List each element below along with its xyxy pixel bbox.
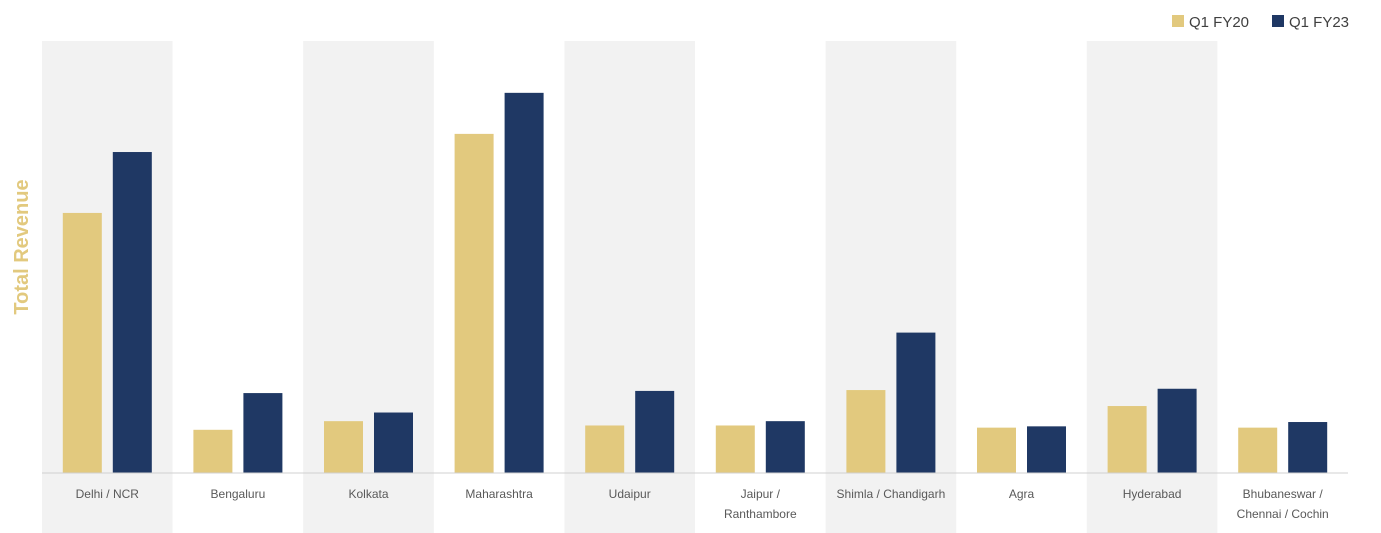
bar-q1-fy23: [504, 92, 544, 473]
bar-q1-fy23: [896, 332, 936, 473]
x-tick-labels: Delhi / NCR Bengaluru Kolkata Maharashtra Ud…: [76, 487, 1329, 521]
bar-q1-fy20: [324, 421, 363, 473]
x-tick-label: Bhubaneswar / Chennai / Cochin: [1237, 487, 1329, 521]
bar-q1-fy20: [1238, 427, 1278, 473]
bar-q1-fy23: [1157, 388, 1197, 473]
x-tick-label: Udaipur: [609, 487, 651, 501]
bar-q1-fy20: [715, 425, 755, 473]
category-band: [42, 41, 173, 533]
category-band: [825, 41, 957, 533]
category-band: [564, 41, 695, 533]
bar-q1-fy23: [374, 412, 413, 473]
bar-q1-fy23: [1288, 422, 1328, 473]
x-tick-label: Jaipur / Ranthambore: [724, 487, 797, 521]
x-tick-label: Agra: [1009, 487, 1035, 501]
bar-q1-fy23: [765, 421, 805, 473]
x-tick-label: Kolkata: [348, 487, 388, 501]
legend-swatch: [1172, 15, 1184, 27]
legend-swatch: [1272, 15, 1284, 27]
x-tick-label: Bengaluru: [211, 487, 266, 501]
legend-label: Q1 FY23: [1289, 14, 1349, 31]
bar-q1-fy20: [585, 425, 625, 473]
x-tick-label: Shimla / Chandigarh: [837, 487, 946, 501]
category-band: [303, 41, 434, 533]
bar-q1-fy23: [243, 393, 283, 473]
bar-q1-fy20: [977, 427, 1016, 473]
bar-q1-fy23: [112, 152, 152, 474]
bar-q1-fy20: [62, 212, 102, 473]
bar-q1-fy23: [1027, 426, 1066, 473]
bars-group: [62, 92, 1328, 474]
bar-q1-fy20: [1107, 406, 1147, 473]
bar-q1-fy20: [454, 133, 494, 473]
bar-q1-fy20: [846, 390, 886, 473]
y-axis-title: Total Revenue: [11, 179, 33, 314]
x-tick-label: Hyderabad: [1123, 487, 1182, 501]
category-band: [1086, 41, 1218, 533]
x-tick-label: Maharashtra: [465, 487, 533, 501]
legend: Q1 FY20 Q1 FY23: [1172, 14, 1349, 31]
legend-label: Q1 FY20: [1189, 14, 1249, 31]
bar-q1-fy20: [193, 429, 233, 473]
bar-q1-fy23: [635, 390, 675, 473]
x-tick-label: Delhi / NCR: [76, 487, 140, 501]
